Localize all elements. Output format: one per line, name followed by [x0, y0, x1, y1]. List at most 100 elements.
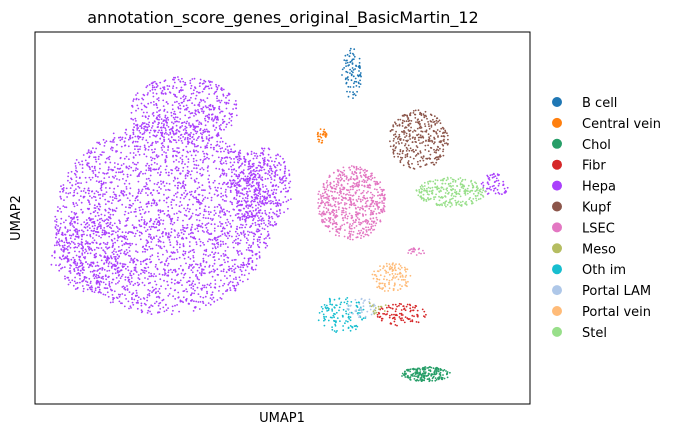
point: [160, 219, 162, 221]
point: [229, 274, 232, 277]
point: [168, 85, 171, 88]
point: [358, 195, 360, 198]
point: [504, 192, 506, 194]
point: [208, 108, 211, 110]
point: [162, 93, 165, 95]
point: [173, 150, 176, 152]
point: [284, 196, 287, 198]
point: [192, 288, 195, 290]
point: [493, 187, 496, 190]
point: [364, 168, 366, 171]
point: [259, 196, 262, 198]
point: [126, 219, 129, 222]
point: [149, 174, 152, 177]
point: [108, 246, 111, 249]
point: [182, 129, 185, 131]
point: [260, 233, 263, 236]
point: [198, 219, 201, 222]
point: [145, 239, 148, 242]
point: [231, 203, 234, 206]
point: [358, 57, 361, 60]
point: [152, 275, 155, 278]
point: [229, 161, 232, 164]
point: [351, 172, 354, 175]
point: [159, 246, 162, 249]
point: [113, 290, 116, 293]
point: [436, 129, 439, 131]
point: [133, 145, 136, 148]
point: [243, 187, 246, 190]
point: [128, 246, 131, 249]
point: [96, 141, 98, 144]
point: [218, 285, 221, 288]
point: [144, 248, 147, 251]
point: [364, 202, 367, 205]
point: [68, 215, 70, 218]
point: [177, 184, 180, 187]
point: [140, 206, 143, 208]
point: [158, 224, 160, 227]
point: [140, 108, 143, 111]
point: [428, 198, 431, 201]
point: [158, 296, 161, 299]
point: [69, 224, 72, 226]
point: [140, 102, 143, 105]
point: [400, 142, 403, 144]
point: [370, 191, 372, 194]
point: [154, 140, 157, 143]
point: [394, 147, 397, 150]
point: [236, 213, 239, 215]
point: [81, 285, 84, 287]
point: [270, 215, 273, 218]
point: [167, 271, 170, 274]
point: [284, 179, 287, 182]
point: [190, 141, 193, 144]
point: [419, 150, 422, 153]
point: [131, 106, 134, 108]
point: [118, 179, 121, 181]
point: [138, 129, 141, 132]
point: [184, 177, 187, 180]
point: [157, 209, 160, 212]
point: [132, 133, 135, 136]
point: [170, 251, 173, 254]
point: [159, 278, 162, 281]
point: [177, 282, 180, 284]
point: [204, 189, 206, 192]
point: [157, 168, 160, 171]
point: [271, 170, 274, 173]
point: [407, 139, 409, 142]
point: [222, 240, 224, 243]
point: [175, 240, 178, 243]
point: [90, 229, 93, 232]
point: [104, 198, 107, 201]
point: [420, 191, 423, 194]
point: [168, 174, 170, 177]
point: [433, 148, 435, 151]
point: [82, 249, 84, 252]
point: [112, 230, 115, 233]
point: [218, 235, 220, 238]
point: [142, 172, 144, 175]
point: [376, 218, 379, 221]
point: [406, 153, 409, 156]
point: [193, 129, 196, 131]
point: [62, 250, 65, 253]
point: [62, 246, 64, 249]
point: [206, 142, 209, 145]
point: [143, 144, 146, 147]
point: [194, 130, 197, 133]
point: [451, 204, 453, 206]
point: [195, 243, 198, 246]
point: [115, 207, 118, 210]
point: [433, 130, 436, 133]
point: [247, 259, 250, 261]
point: [201, 140, 204, 142]
point: [358, 181, 360, 184]
point: [89, 227, 91, 230]
point: [277, 186, 280, 188]
point: [271, 217, 274, 220]
point: [428, 190, 431, 193]
point: [324, 217, 327, 220]
point: [202, 302, 205, 304]
